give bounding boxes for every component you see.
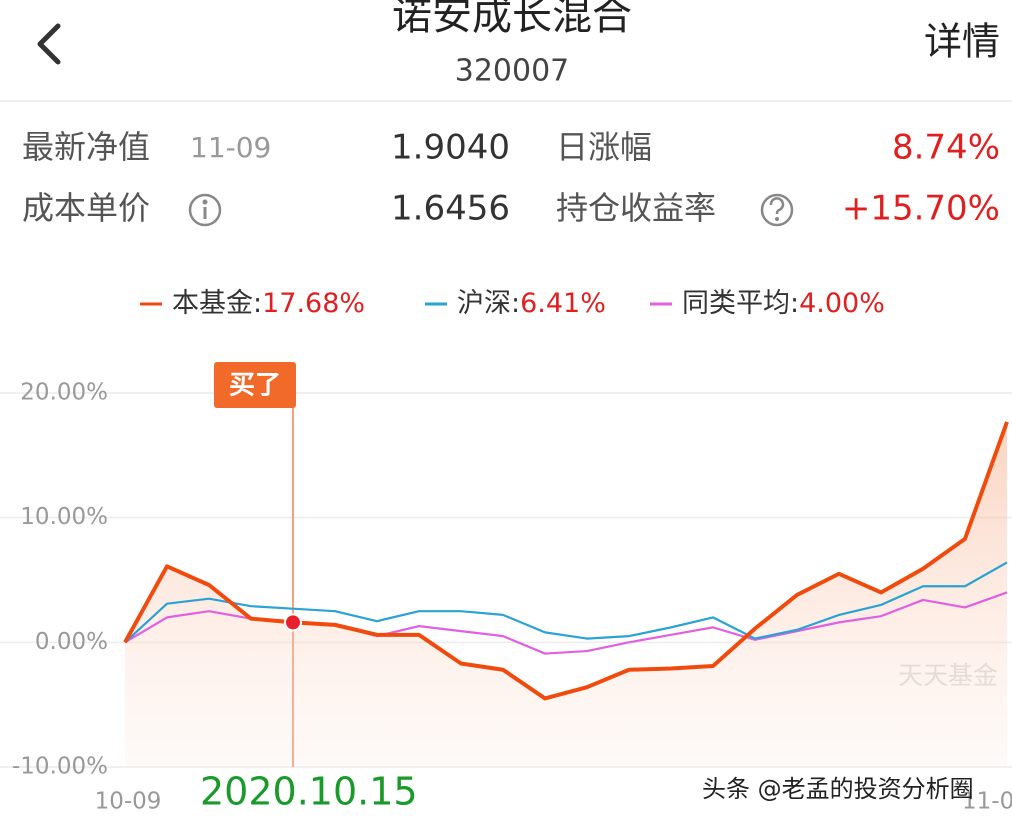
y-tick-label: -10.00%: [12, 754, 108, 780]
legend-name: 同类平均:: [682, 288, 799, 319]
buy-label-box: [214, 362, 296, 408]
legend-value: 17.68%: [262, 288, 365, 319]
info-label: 持仓收益率: [556, 189, 716, 227]
x-tick-label: 10-09: [95, 789, 162, 815]
fund-code: 320007: [455, 54, 570, 89]
x-tick-label: 11-09: [962, 789, 1012, 815]
info-value: +15.70%: [842, 189, 1000, 229]
legend-name: 本基金:: [172, 288, 262, 319]
info-value: 1.9040: [391, 128, 510, 168]
legend-value: 6.41%: [520, 288, 606, 319]
y-tick-label: 10.00%: [20, 504, 108, 530]
buy-label: 买了: [229, 371, 281, 401]
back-button[interactable]: [37, 23, 61, 65]
info-label: 成本单价: [22, 189, 150, 227]
legend-value: 4.00%: [799, 288, 885, 319]
help-icon[interactable]: [760, 193, 794, 227]
series-line: [124, 561, 1008, 644]
legend-name: 沪深:: [457, 288, 520, 319]
footer-watermark: 头条 @老孟的投资分析圈: [702, 775, 974, 803]
area: [125, 421, 1007, 767]
chart: 本基金:17.68% 沪深:6.41% 同类平均:4.00% -10.00% 0.00%…: [0, 288, 1012, 815]
legend-label: 沪深:6.41%: [457, 288, 606, 319]
info-label: 日涨幅: [556, 128, 652, 166]
legend-label: 同类平均:4.00%: [682, 288, 885, 319]
series-line: [123, 421, 1009, 701]
buy-date: 2020.10.15: [200, 770, 418, 814]
buy-point: [284, 613, 302, 632]
legend-label: 本基金:17.68%: [172, 288, 365, 319]
fund-title: 诺安成长混合: [392, 0, 632, 39]
info-value: 8.74%: [892, 128, 1000, 168]
y-tick-label: 20.00%: [20, 380, 108, 406]
detail-button[interactable]: 详情: [924, 20, 1000, 64]
info-value: 1.6456: [391, 189, 510, 229]
info-label: 最新净值: [22, 128, 150, 166]
info-icon[interactable]: [188, 193, 222, 227]
y-tick-label: 0.00%: [35, 629, 108, 655]
info-date: 11-09: [190, 131, 271, 164]
